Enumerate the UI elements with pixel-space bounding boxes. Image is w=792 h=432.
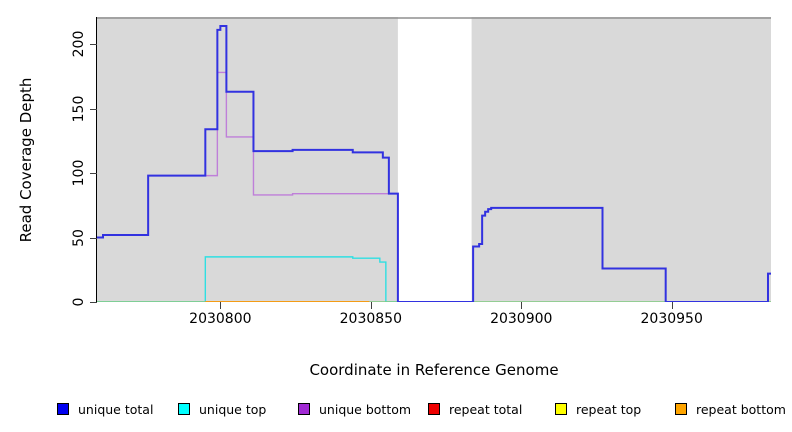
legend-swatch-icon: [555, 403, 567, 415]
series-unique-top: [97, 256, 398, 302]
y-tick-label: 100: [71, 159, 87, 187]
x-tick-label: 2030850: [339, 311, 402, 327]
legend-label: repeat top: [576, 401, 642, 417]
plot-area: [97, 17, 771, 302]
legend-swatch-icon: [178, 403, 190, 415]
legend: unique total unique top unique bottom repea…: [0, 398, 792, 424]
y-tick-mark: [90, 302, 97, 303]
legend-label: repeat bottom: [696, 401, 786, 417]
y-tick-label: 200: [71, 30, 87, 58]
legend-label: repeat total: [449, 401, 523, 417]
plot-canvas: [97, 17, 771, 302]
masked-region: [397, 17, 472, 302]
legend-label: unique bottom: [319, 401, 412, 417]
legend-label: unique top: [199, 401, 267, 417]
y-tick-mark: [90, 173, 97, 175]
x-tick-label: 2030950: [640, 311, 703, 327]
y-tick-mark: [90, 237, 97, 239]
y-tick-label: 0: [71, 297, 87, 307]
legend-swatch-icon: [428, 403, 440, 415]
x-tick-label: 2030900: [490, 311, 553, 327]
x-tick-mark: [370, 302, 372, 309]
y-tick-mark: [90, 108, 97, 110]
legend-item-unique-total: unique total: [57, 398, 153, 420]
y-tick-mark: [90, 44, 97, 46]
legend-swatch-icon: [57, 403, 69, 415]
legend-item-repeat-top: repeat top: [555, 398, 641, 420]
x-tick-mark: [220, 302, 222, 309]
y-tick-label: 150: [71, 95, 87, 122]
legend-swatch-icon: [675, 403, 687, 415]
x-axis-label: Coordinate in Reference Genome: [309, 361, 559, 379]
x-tick-mark: [671, 302, 673, 309]
x-tick-label: 2030800: [189, 311, 252, 327]
legend-label: unique total: [78, 401, 154, 417]
legend-swatch-icon: [298, 403, 310, 415]
legend-item-unique-bottom: unique bottom: [298, 398, 411, 420]
legend-item-repeat-total: repeat total: [428, 398, 522, 420]
legend-item-unique-top: unique top: [178, 398, 266, 420]
y-axis-label: Read Coverage Depth: [17, 77, 35, 243]
y-tick-label: 50: [71, 228, 87, 247]
x-tick-mark: [521, 302, 523, 309]
legend-item-repeat-bottom: repeat bottom: [675, 398, 786, 420]
y-axis-line: [96, 17, 97, 303]
series-unique-total: [97, 25, 771, 302]
